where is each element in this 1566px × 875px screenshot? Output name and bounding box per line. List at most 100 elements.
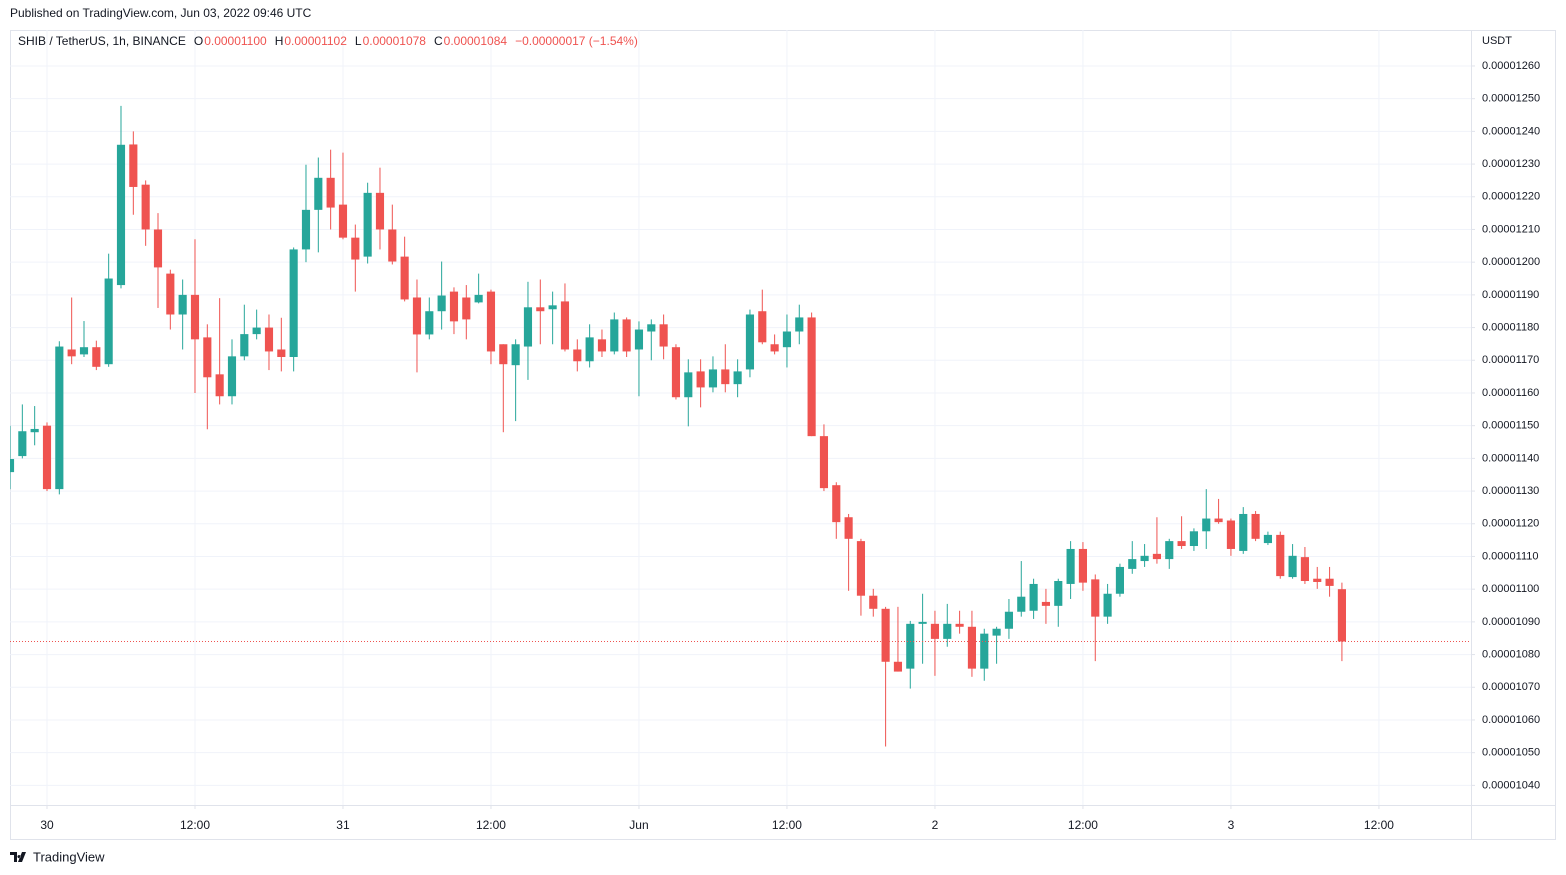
candle-body	[474, 294, 483, 303]
candle-body	[634, 329, 644, 350]
y-tick-label: 0.00001230	[1482, 158, 1540, 170]
candle-body	[375, 192, 385, 230]
legend-change: −0.00000017 (−1.54%)	[515, 34, 638, 48]
legend-field-value: 0.00001100	[204, 34, 267, 48]
candle-body	[696, 371, 705, 388]
candle-body	[301, 209, 311, 250]
y-tick-label: 0.00001090	[1482, 616, 1540, 628]
candle-body	[671, 347, 681, 398]
candles	[10, 105, 1346, 747]
candle-body	[30, 428, 39, 433]
y-tick-label: 0.00001250	[1482, 93, 1540, 105]
candle-body	[1041, 601, 1051, 606]
candle-body	[1103, 593, 1112, 617]
candle-body	[1004, 611, 1014, 629]
candle-body	[856, 541, 866, 596]
candle-body	[400, 256, 409, 300]
legend-symbol: SHIB / TetherUS, 1h, BINANCE	[18, 34, 186, 48]
candle-body	[733, 371, 742, 385]
y-tick-label: 0.00001040	[1482, 779, 1540, 791]
x-tick-label: 12:00	[772, 818, 802, 832]
candle-body	[1177, 541, 1186, 547]
candle-body	[597, 339, 607, 352]
candle-body	[869, 595, 878, 609]
legend-field-value: 0.00001102	[284, 34, 347, 48]
candle-body	[351, 237, 360, 260]
candle-body	[338, 204, 348, 238]
candle-body	[548, 305, 557, 310]
candle-body	[166, 273, 175, 315]
candle-body	[1115, 566, 1125, 594]
candle-body	[1239, 513, 1248, 551]
candle-body	[1091, 579, 1100, 617]
brand-logo	[10, 852, 26, 862]
candle-body	[1263, 534, 1272, 544]
candle-body	[104, 278, 113, 365]
candle-body	[67, 349, 76, 357]
candle-body	[1029, 583, 1038, 611]
candle-body	[252, 327, 261, 335]
candle-body	[523, 307, 533, 347]
candle-body	[277, 349, 286, 358]
candle-body	[153, 229, 163, 268]
y-tick-label: 0.00001180	[1482, 321, 1539, 333]
y-tick-label: 0.00001220	[1482, 191, 1540, 203]
candle-body	[1054, 581, 1063, 606]
candle-body	[1165, 541, 1174, 560]
candle-body	[388, 229, 397, 262]
candle-body	[782, 331, 792, 348]
candle-body	[1128, 559, 1137, 569]
candle-body	[363, 192, 372, 257]
candle-body	[1288, 555, 1297, 578]
legend-field-value: 0.00001078	[363, 34, 427, 48]
candle-body	[955, 623, 964, 627]
candle-body	[585, 337, 594, 362]
candle-body	[560, 301, 570, 350]
legend-field-label: C	[434, 34, 443, 48]
candle-body	[745, 314, 755, 370]
legend-field-label: O	[194, 34, 203, 48]
candle-body	[918, 621, 927, 624]
candle-body	[943, 623, 952, 639]
candle-body	[425, 311, 434, 335]
candle-body	[758, 311, 767, 343]
y-tick-label: 0.00001110	[1482, 550, 1538, 562]
published-note: Published on TradingView.com, Jun 03, 20…	[10, 6, 312, 20]
candle-body	[536, 307, 545, 312]
candle-body	[449, 291, 459, 322]
x-tick-label: 12:00	[476, 818, 506, 832]
y-tick-label: 0.00001130	[1482, 485, 1539, 497]
brand-name: TradingView	[33, 849, 105, 864]
candle-body	[55, 346, 64, 490]
y-tick-label: 0.00001170	[1482, 354, 1539, 366]
y-tick-label: 0.00001200	[1482, 256, 1540, 268]
legend-field-label: L	[355, 34, 362, 48]
candle-body	[721, 369, 730, 385]
candle-body	[462, 297, 471, 320]
candle-body	[1337, 589, 1346, 642]
candle-body	[412, 297, 422, 335]
y-tick-label: 0.00001150	[1482, 420, 1539, 432]
candle-body	[215, 374, 224, 397]
candle-body	[893, 661, 903, 672]
x-tick-label: 3	[1228, 818, 1235, 832]
candle-body	[647, 324, 656, 332]
candle-body	[980, 633, 989, 669]
y-tick-label: 0.00001240	[1482, 125, 1540, 137]
candle-body	[967, 626, 977, 669]
x-tick-label: 12:00	[180, 818, 210, 832]
candle-body	[92, 347, 101, 367]
candle-body	[573, 349, 582, 362]
candle-body	[1140, 555, 1149, 562]
candle-body	[499, 344, 508, 365]
candle-body	[289, 249, 298, 358]
candle-body	[819, 436, 829, 489]
candle-body	[190, 294, 200, 340]
y-tick-label: 0.00001140	[1482, 452, 1539, 464]
candle-body	[1066, 548, 1075, 584]
candle-body	[486, 291, 496, 352]
candle-body	[1313, 578, 1322, 582]
candle-body	[1251, 513, 1260, 539]
